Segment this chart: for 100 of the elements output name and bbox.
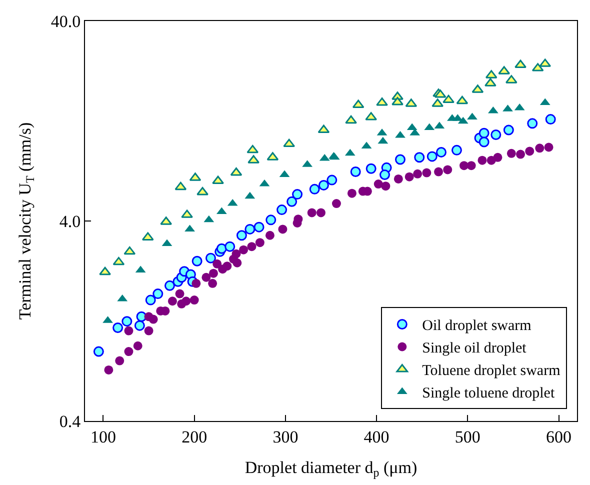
point xyxy=(255,238,264,248)
point xyxy=(265,230,274,240)
x-tick-label: 600 xyxy=(546,427,572,446)
point xyxy=(216,243,227,254)
point xyxy=(392,96,404,106)
point xyxy=(99,266,111,276)
point xyxy=(493,152,502,162)
point xyxy=(122,316,132,327)
point xyxy=(124,326,134,336)
point xyxy=(442,94,454,104)
point xyxy=(112,322,124,334)
point xyxy=(133,341,142,350)
point xyxy=(525,146,534,156)
point xyxy=(247,242,256,252)
x-tick-label: 300 xyxy=(272,427,298,446)
y-tick-label: 4.0 xyxy=(59,212,81,231)
point xyxy=(332,199,341,208)
point xyxy=(212,259,222,268)
x-axis-title: Droplet diameter d$_{p}$ (μm) xyxy=(244,458,418,480)
point xyxy=(394,154,406,165)
point xyxy=(192,278,201,288)
point xyxy=(115,356,124,366)
point xyxy=(347,188,356,198)
point xyxy=(503,124,514,136)
point xyxy=(451,144,462,156)
point xyxy=(124,347,134,356)
point xyxy=(544,142,554,152)
point xyxy=(196,186,208,196)
point xyxy=(254,222,264,232)
point xyxy=(380,170,390,180)
point xyxy=(112,256,125,266)
point xyxy=(202,272,211,282)
point xyxy=(466,161,476,170)
point xyxy=(145,294,156,306)
point xyxy=(535,144,544,153)
point xyxy=(506,148,516,158)
point xyxy=(232,258,242,268)
point xyxy=(467,112,478,120)
point xyxy=(527,118,538,129)
point xyxy=(436,146,446,158)
point xyxy=(514,60,526,68)
point xyxy=(168,296,177,306)
point xyxy=(326,174,338,186)
point xyxy=(292,189,303,200)
point xyxy=(239,245,248,254)
point xyxy=(381,182,390,191)
point xyxy=(283,138,296,148)
point xyxy=(276,204,288,216)
point xyxy=(352,100,364,108)
point xyxy=(208,268,218,278)
point xyxy=(426,151,438,162)
point xyxy=(232,249,241,258)
point xyxy=(236,230,247,241)
point xyxy=(414,152,425,163)
point xyxy=(318,180,329,190)
point xyxy=(148,314,158,324)
x-tick-label: 500 xyxy=(454,427,480,446)
x-tick-label: 200 xyxy=(182,427,208,446)
point xyxy=(190,296,199,305)
point xyxy=(413,169,422,178)
point xyxy=(192,256,202,266)
point xyxy=(246,144,259,154)
point xyxy=(174,182,187,190)
point xyxy=(443,165,452,174)
point xyxy=(224,241,236,252)
point xyxy=(222,262,232,271)
point xyxy=(286,196,298,207)
point xyxy=(318,124,330,134)
legend-label: Single toluene droplet xyxy=(422,386,556,402)
point xyxy=(205,252,216,264)
point xyxy=(456,96,468,104)
x-tick-label: 100 xyxy=(90,427,116,446)
point xyxy=(278,224,288,234)
point xyxy=(376,98,388,106)
point xyxy=(307,208,316,218)
point xyxy=(478,128,490,138)
point xyxy=(266,214,276,226)
point xyxy=(181,210,193,218)
point xyxy=(309,184,320,194)
point xyxy=(134,320,145,331)
point xyxy=(316,208,326,218)
point xyxy=(404,172,414,182)
point xyxy=(478,156,487,165)
point xyxy=(490,129,502,140)
legend-label: Single oil droplet xyxy=(422,340,528,357)
point xyxy=(175,289,184,298)
point xyxy=(516,150,526,159)
point xyxy=(545,114,556,125)
point xyxy=(144,326,154,336)
point xyxy=(434,167,444,176)
y-tick-label: 0.4 xyxy=(59,412,82,431)
point xyxy=(124,246,136,255)
y-tick-label: 40.0 xyxy=(50,12,81,31)
point xyxy=(350,166,361,178)
point xyxy=(244,224,256,234)
point xyxy=(104,365,114,374)
point xyxy=(478,136,490,148)
point xyxy=(394,174,403,184)
point xyxy=(164,280,175,291)
legend-label: Toluene droplet swarm xyxy=(422,363,561,380)
